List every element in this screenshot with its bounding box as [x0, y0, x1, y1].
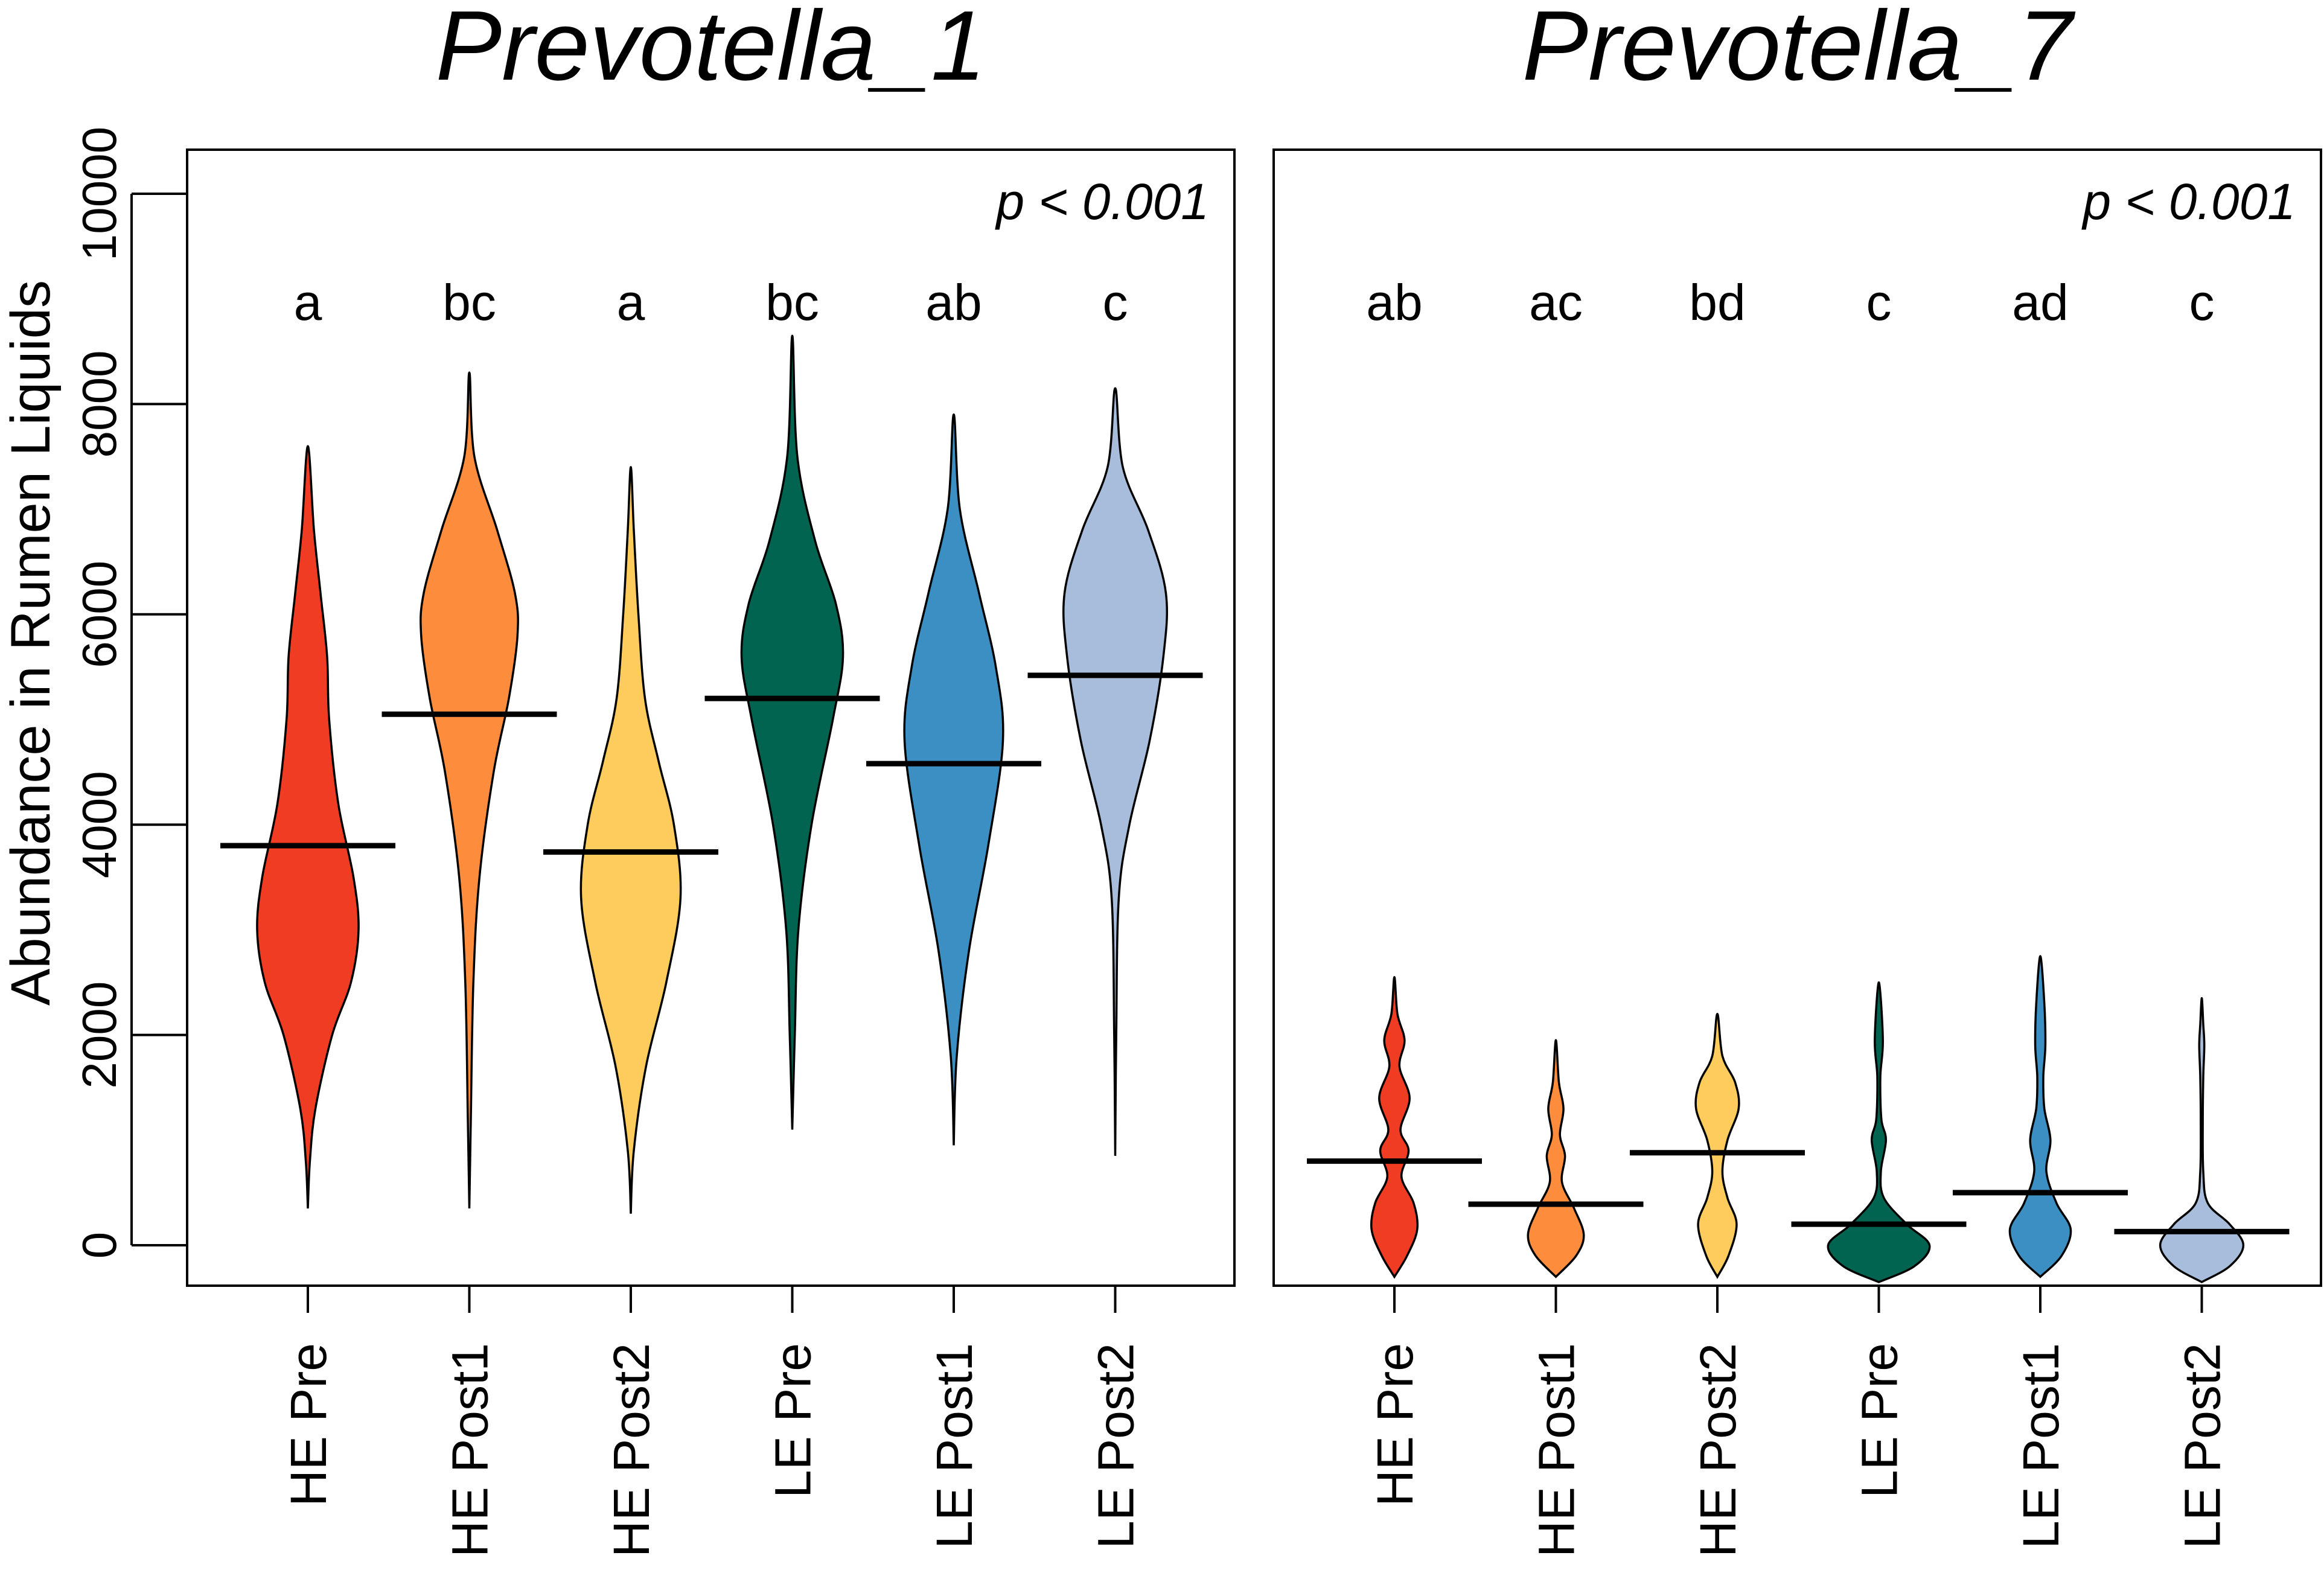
- y-tick-label: 0: [72, 1232, 126, 1259]
- significance-letter: ab: [1366, 274, 1422, 331]
- x-tick-label: LE Post2: [1088, 1343, 1144, 1549]
- significance-letter: bc: [442, 274, 496, 331]
- x-tick-label: LE Pre: [1851, 1343, 1908, 1498]
- y-tick-label: 6000: [72, 561, 126, 668]
- y-axis-label: Abundance in Rumen Liquids: [0, 280, 62, 1006]
- significance-letter: c: [1103, 274, 1128, 331]
- x-tick-label: HE Post1: [442, 1343, 499, 1557]
- x-tick-label: HE Pre: [1367, 1343, 1423, 1507]
- violin-le-pre: [1827, 981, 1931, 1283]
- significance-letter: bd: [1689, 274, 1745, 331]
- violin-le-post2: [1062, 387, 1169, 1156]
- x-tick-label: LE Post1: [926, 1343, 983, 1549]
- violin-he-pre: [1370, 976, 1419, 1279]
- p-value-label: p < 0.001: [994, 173, 1209, 230]
- significance-letter: c: [1866, 274, 1892, 331]
- x-tick-label: HE Post2: [603, 1343, 660, 1557]
- x-tick-label: HE Post1: [1528, 1343, 1585, 1557]
- panels: Prevotella_1p < 0.001 a HE Pre bc HE Post1 a H…: [186, 0, 2322, 1557]
- violin-le-post1: [903, 413, 1004, 1146]
- panel-title: Prevotella_7: [1522, 0, 2076, 101]
- p-value-label: p < 0.001: [2081, 173, 2296, 230]
- y-axis: 0 2000 4000 6000 8000 10000: [72, 127, 186, 1259]
- y-tick-label: 10000: [72, 127, 126, 261]
- plot-frame: [186, 148, 1236, 1287]
- x-tick-label: LE Post1: [2013, 1343, 2069, 1549]
- x-tick-label: HE Post2: [1690, 1343, 1746, 1557]
- y-tick-label: 4000: [72, 771, 126, 878]
- violin-le-post1: [2008, 955, 2072, 1278]
- panel-1: Prevotella_1p < 0.001 a HE Pre bc HE Post1 a H…: [186, 0, 1236, 1557]
- significance-letter: ac: [1529, 274, 1583, 331]
- panel-2: Prevotella_7p < 0.001 ab HE Pre ac HE Post1 b…: [1272, 0, 2322, 1557]
- plot-frame: [1272, 148, 2322, 1287]
- significance-letter: ab: [925, 274, 982, 331]
- y-tick-label: 8000: [72, 350, 126, 458]
- significance-letter: c: [2189, 274, 2215, 331]
- x-tick-label: LE Post2: [2174, 1343, 2231, 1549]
- violin-le-pre: [740, 334, 844, 1130]
- y-tick-label: 2000: [72, 981, 126, 1089]
- significance-letter: ad: [2012, 274, 2068, 331]
- violin-he-post1: [420, 371, 519, 1209]
- significance-letter: a: [617, 274, 645, 331]
- x-tick-label: LE Pre: [765, 1343, 822, 1498]
- significance-letter: a: [294, 274, 322, 331]
- violin-he-post1: [1527, 1039, 1585, 1278]
- violin-he-post2: [579, 466, 682, 1214]
- violin-he-post2: [1694, 1013, 1740, 1280]
- panel-title: Prevotella_1: [436, 0, 986, 101]
- violin-le-post2: [2159, 997, 2245, 1284]
- x-tick-label: HE Pre: [280, 1343, 337, 1507]
- significance-letter: bc: [765, 274, 819, 331]
- violin-he-pre: [256, 445, 360, 1209]
